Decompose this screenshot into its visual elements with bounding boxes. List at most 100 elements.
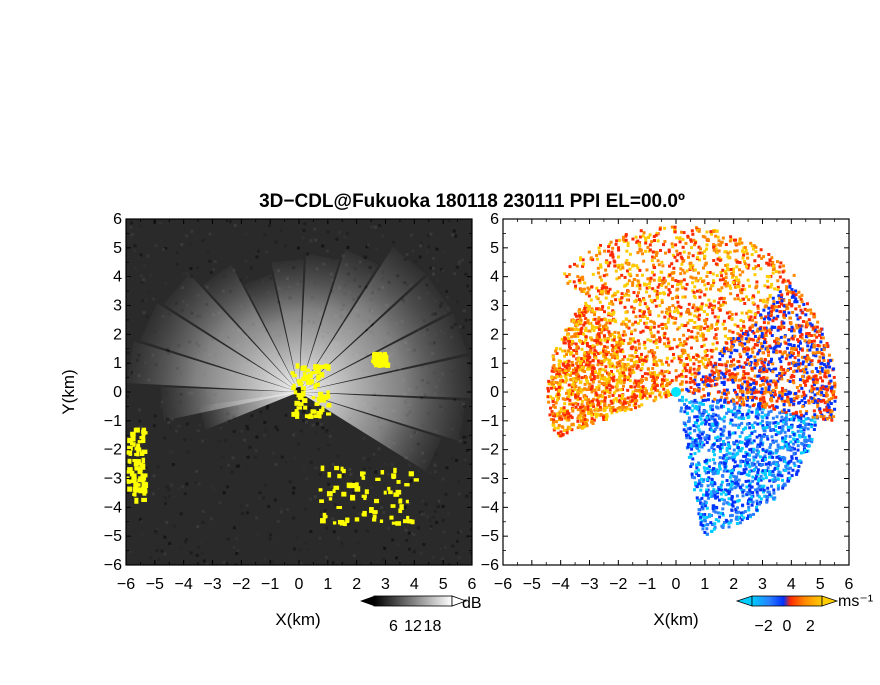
velocity-cell (823, 408, 826, 411)
velocity-cell (706, 271, 709, 274)
velocity-cell (694, 296, 697, 299)
velocity-cell (756, 410, 759, 413)
velocity-cell (783, 403, 786, 406)
velocity-cell (637, 322, 640, 325)
velocity-cell (560, 407, 563, 410)
velocity-cell (608, 404, 611, 407)
velocity-cell (726, 483, 729, 486)
velocity-cell (764, 392, 767, 395)
velocity-cell (687, 329, 690, 332)
velocity-cell (690, 346, 693, 349)
velocity-cell (761, 345, 764, 348)
velocity-cell (771, 404, 774, 407)
velocity-cell (615, 270, 618, 273)
velocity-cell (657, 331, 660, 334)
velocity-cell (755, 506, 758, 509)
velocity-cell (667, 363, 670, 366)
velocity-cell (596, 376, 599, 379)
velocity-cell (718, 358, 721, 361)
velocity-cell (777, 484, 780, 487)
velocity-cell (771, 456, 774, 459)
velocity-cell (731, 509, 734, 512)
overlay-cell (297, 393, 302, 397)
velocity-cell (732, 501, 735, 504)
velocity-cell (699, 489, 702, 492)
velocity-cell (602, 416, 605, 419)
velocity-cell (663, 227, 666, 230)
velocity-cell (799, 410, 802, 413)
velocity-cell (736, 500, 739, 503)
velocity-cell (740, 403, 743, 406)
velocity-cell (752, 456, 755, 459)
velocity-cell (723, 320, 726, 323)
velocity-cell (709, 380, 712, 383)
velocity-cell (751, 480, 754, 483)
velocity-cell (608, 359, 611, 362)
velocity-cell (697, 425, 700, 428)
velocity-cell (737, 360, 740, 363)
velocity-cell (657, 374, 660, 377)
x-tick-label: 1 (323, 576, 332, 593)
velocity-cell (781, 299, 784, 302)
velocity-cell (764, 472, 767, 475)
velocity-cell (598, 408, 601, 411)
velocity-cell (691, 336, 694, 339)
velocity-cell (723, 297, 726, 300)
velocity-cell (739, 237, 742, 240)
velocity-cell (730, 341, 733, 344)
velocity-cell (566, 373, 569, 376)
velocity-cell (797, 444, 800, 447)
velocity-cell (625, 239, 628, 242)
velocity-cell (737, 472, 740, 475)
velocity-cell (734, 391, 737, 394)
overlay-cell (414, 478, 419, 481)
velocity-cell (666, 337, 669, 340)
velocity-cell (696, 485, 699, 488)
velocity-cell (731, 482, 734, 485)
velocity-cell (622, 372, 625, 375)
velocity-cell (667, 318, 670, 321)
velocity-cell (737, 416, 740, 419)
velocity-cell (563, 409, 566, 412)
velocity-cell (666, 378, 669, 381)
velocity-cell (718, 446, 721, 449)
velocity-cell (828, 354, 831, 357)
velocity-cell (819, 411, 822, 414)
velocity-cell (792, 402, 795, 405)
velocity-cell (583, 322, 586, 325)
velocity-cell (593, 349, 596, 352)
velocity-cell (664, 370, 667, 373)
velocity-cell (579, 388, 582, 391)
velocity-cell (555, 420, 558, 423)
velocity-cell (631, 281, 634, 284)
velocity-cell (713, 249, 716, 252)
velocity-cell (706, 533, 709, 536)
velocity-cell (695, 444, 698, 447)
velocity-cell (627, 396, 630, 399)
velocity-cell (780, 474, 783, 477)
velocity-cell (574, 388, 577, 391)
overlay-cell (380, 519, 383, 523)
velocity-cell (722, 301, 725, 304)
reflectivity-colorbar-tick: 6 (389, 618, 398, 635)
velocity-cell (576, 335, 579, 338)
velocity-cell (589, 361, 592, 364)
velocity-cell (759, 267, 762, 270)
velocity-cell (775, 374, 778, 377)
y-tick-label: −6 (481, 557, 499, 574)
overlay-cell (299, 382, 304, 385)
overlay-cell (326, 412, 331, 415)
velocity-cell (789, 398, 792, 401)
velocity-cell (748, 465, 751, 468)
velocity-cell (755, 382, 758, 385)
velocity-cell (661, 385, 664, 388)
velocity-cell (654, 398, 657, 401)
velocity-colorbar-tick: −2 (755, 618, 773, 635)
velocity-cell (793, 344, 796, 347)
velocity-cell (808, 439, 811, 442)
velocity-cell (762, 399, 765, 402)
velocity-cell (766, 435, 769, 438)
velocity-cell (767, 317, 770, 320)
velocity-cell (691, 476, 694, 479)
velocity-cell (819, 376, 822, 379)
